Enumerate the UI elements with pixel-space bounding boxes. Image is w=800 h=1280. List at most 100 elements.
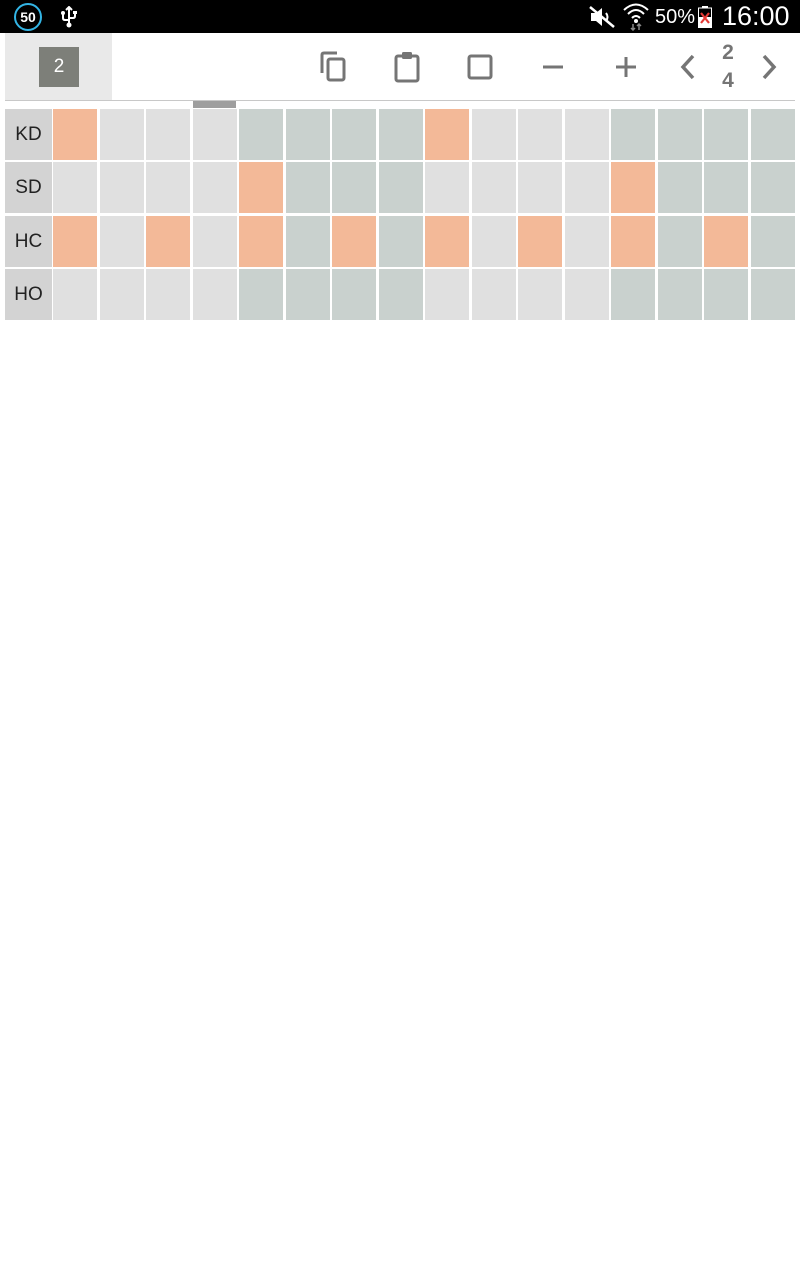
step-cell[interactable] bbox=[472, 269, 516, 320]
step-cell[interactable] bbox=[193, 216, 237, 267]
step-cell[interactable] bbox=[379, 269, 423, 320]
track-row: HC bbox=[5, 216, 795, 267]
battery-percent: 50% bbox=[655, 6, 696, 28]
step-cell[interactable] bbox=[193, 269, 237, 320]
step-cell[interactable] bbox=[286, 162, 330, 213]
step-cell[interactable] bbox=[53, 269, 97, 320]
paste-icon bbox=[394, 52, 420, 83]
step-cell[interactable] bbox=[286, 216, 330, 267]
track-label[interactable]: HO bbox=[5, 269, 52, 320]
step-cell[interactable] bbox=[146, 109, 190, 160]
step-cell[interactable] bbox=[704, 109, 748, 160]
paste-button[interactable] bbox=[385, 45, 429, 89]
step-cell[interactable] bbox=[518, 109, 562, 160]
step-cell-active[interactable] bbox=[611, 216, 655, 267]
clock: 16:00 bbox=[722, 1, 790, 31]
step-cell[interactable] bbox=[565, 109, 609, 160]
toolbar-divider bbox=[5, 100, 795, 101]
step-cell[interactable] bbox=[286, 269, 330, 320]
step-cell-active[interactable] bbox=[425, 216, 469, 267]
copy-button[interactable] bbox=[311, 45, 355, 89]
step-cell[interactable] bbox=[518, 162, 562, 213]
clear-icon bbox=[467, 54, 493, 80]
step-cell[interactable] bbox=[146, 269, 190, 320]
remove-button[interactable] bbox=[531, 45, 575, 89]
step-cell[interactable] bbox=[751, 109, 795, 160]
step-cell-active[interactable] bbox=[425, 109, 469, 160]
step-cell[interactable] bbox=[425, 269, 469, 320]
step-cell[interactable] bbox=[193, 109, 237, 160]
copy-icon bbox=[320, 51, 346, 82]
clear-button[interactable] bbox=[458, 45, 502, 89]
step-cell[interactable] bbox=[100, 109, 144, 160]
sequencer-grid: KD SD HC HO bbox=[5, 109, 795, 321]
step-cell-active[interactable] bbox=[239, 216, 283, 267]
page-total: 4 bbox=[722, 69, 734, 92]
mute-icon bbox=[589, 6, 615, 28]
track-row: HO bbox=[5, 269, 795, 320]
step-cell[interactable] bbox=[611, 269, 655, 320]
step-cell[interactable] bbox=[332, 269, 376, 320]
track-label[interactable]: HC bbox=[5, 216, 52, 267]
track-row: KD bbox=[5, 109, 795, 160]
plus-icon bbox=[616, 57, 636, 77]
step-cell[interactable] bbox=[472, 216, 516, 267]
step-cell[interactable] bbox=[332, 109, 376, 160]
step-cell[interactable] bbox=[53, 162, 97, 213]
chevron-right-icon bbox=[762, 54, 777, 80]
step-cell-active[interactable] bbox=[332, 216, 376, 267]
step-cell-active[interactable] bbox=[53, 216, 97, 267]
step-cell[interactable] bbox=[751, 162, 795, 213]
step-cell[interactable] bbox=[146, 162, 190, 213]
step-cell-active[interactable] bbox=[611, 162, 655, 213]
step-cell[interactable] bbox=[751, 216, 795, 267]
step-cell[interactable] bbox=[472, 162, 516, 213]
step-cell[interactable] bbox=[239, 269, 283, 320]
notification-badge: 50 bbox=[14, 3, 42, 31]
step-cell[interactable] bbox=[286, 109, 330, 160]
step-cell[interactable] bbox=[658, 109, 702, 160]
step-cell[interactable] bbox=[379, 162, 423, 213]
step-cell[interactable] bbox=[518, 269, 562, 320]
step-cell[interactable] bbox=[565, 269, 609, 320]
step-cell[interactable] bbox=[332, 162, 376, 213]
step-cell[interactable] bbox=[704, 269, 748, 320]
step-cell[interactable] bbox=[704, 162, 748, 213]
step-cell[interactable] bbox=[100, 269, 144, 320]
step-cell-active[interactable] bbox=[704, 216, 748, 267]
battery-icon bbox=[698, 6, 712, 28]
page-current: 2 bbox=[722, 41, 734, 64]
scroll-indicator bbox=[193, 101, 236, 108]
next-page-button[interactable] bbox=[747, 45, 791, 89]
step-cell[interactable] bbox=[100, 216, 144, 267]
step-cell-active[interactable] bbox=[239, 162, 283, 213]
track-label[interactable]: KD bbox=[5, 109, 52, 160]
track-label[interactable]: SD bbox=[5, 162, 52, 213]
track-row: SD bbox=[5, 162, 795, 213]
step-cell[interactable] bbox=[100, 162, 144, 213]
step-cell-active[interactable] bbox=[146, 216, 190, 267]
step-cell[interactable] bbox=[565, 162, 609, 213]
step-cell-active[interactable] bbox=[518, 216, 562, 267]
step-cell[interactable] bbox=[239, 109, 283, 160]
status-bar: 50 50% 16:00 bbox=[0, 0, 800, 33]
minus-icon bbox=[543, 65, 563, 69]
step-cell[interactable] bbox=[658, 269, 702, 320]
step-cell[interactable] bbox=[658, 162, 702, 213]
step-cell[interactable] bbox=[472, 109, 516, 160]
step-cell[interactable] bbox=[751, 269, 795, 320]
step-cell-active[interactable] bbox=[53, 109, 97, 160]
step-cell[interactable] bbox=[658, 216, 702, 267]
step-cell[interactable] bbox=[425, 162, 469, 213]
step-cell[interactable] bbox=[379, 216, 423, 267]
step-cell[interactable] bbox=[565, 216, 609, 267]
step-cell[interactable] bbox=[193, 162, 237, 213]
add-button[interactable] bbox=[604, 45, 648, 89]
previous-page-button[interactable] bbox=[666, 45, 710, 89]
pattern-tab[interactable]: 2 bbox=[5, 33, 112, 100]
step-cell[interactable] bbox=[379, 109, 423, 160]
step-cell[interactable] bbox=[611, 109, 655, 160]
chevron-left-icon bbox=[680, 54, 695, 80]
wifi-icon bbox=[623, 3, 649, 31]
usb-icon bbox=[61, 6, 77, 28]
